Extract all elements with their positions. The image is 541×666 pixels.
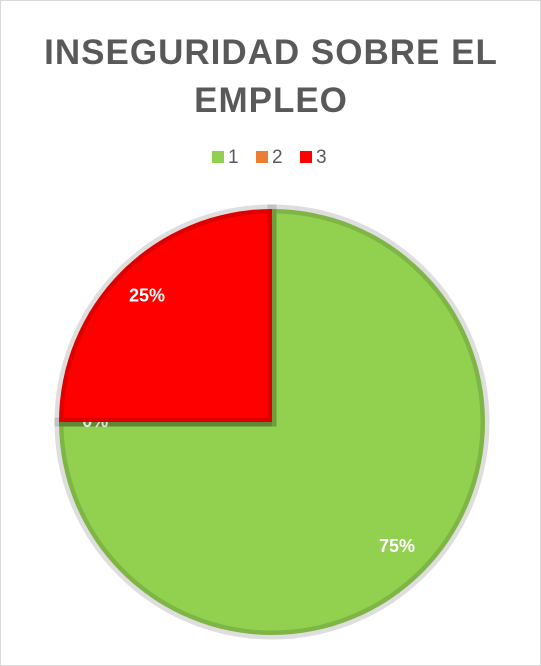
pie-slice (54, 204, 277, 427)
legend-label: 3 (316, 147, 327, 168)
chart-title: INSEGURIDAD SOBRE EL EMPLEO (44, 33, 498, 120)
data-label: 75% (379, 536, 415, 556)
legend-swatch (256, 151, 268, 163)
legend-swatch (212, 151, 224, 163)
legend-label: 1 (228, 147, 239, 168)
legend-label: 2 (272, 147, 283, 168)
data-label: 25% (129, 286, 165, 306)
legend-swatch (300, 151, 312, 163)
pie-slice (54, 204, 490, 640)
